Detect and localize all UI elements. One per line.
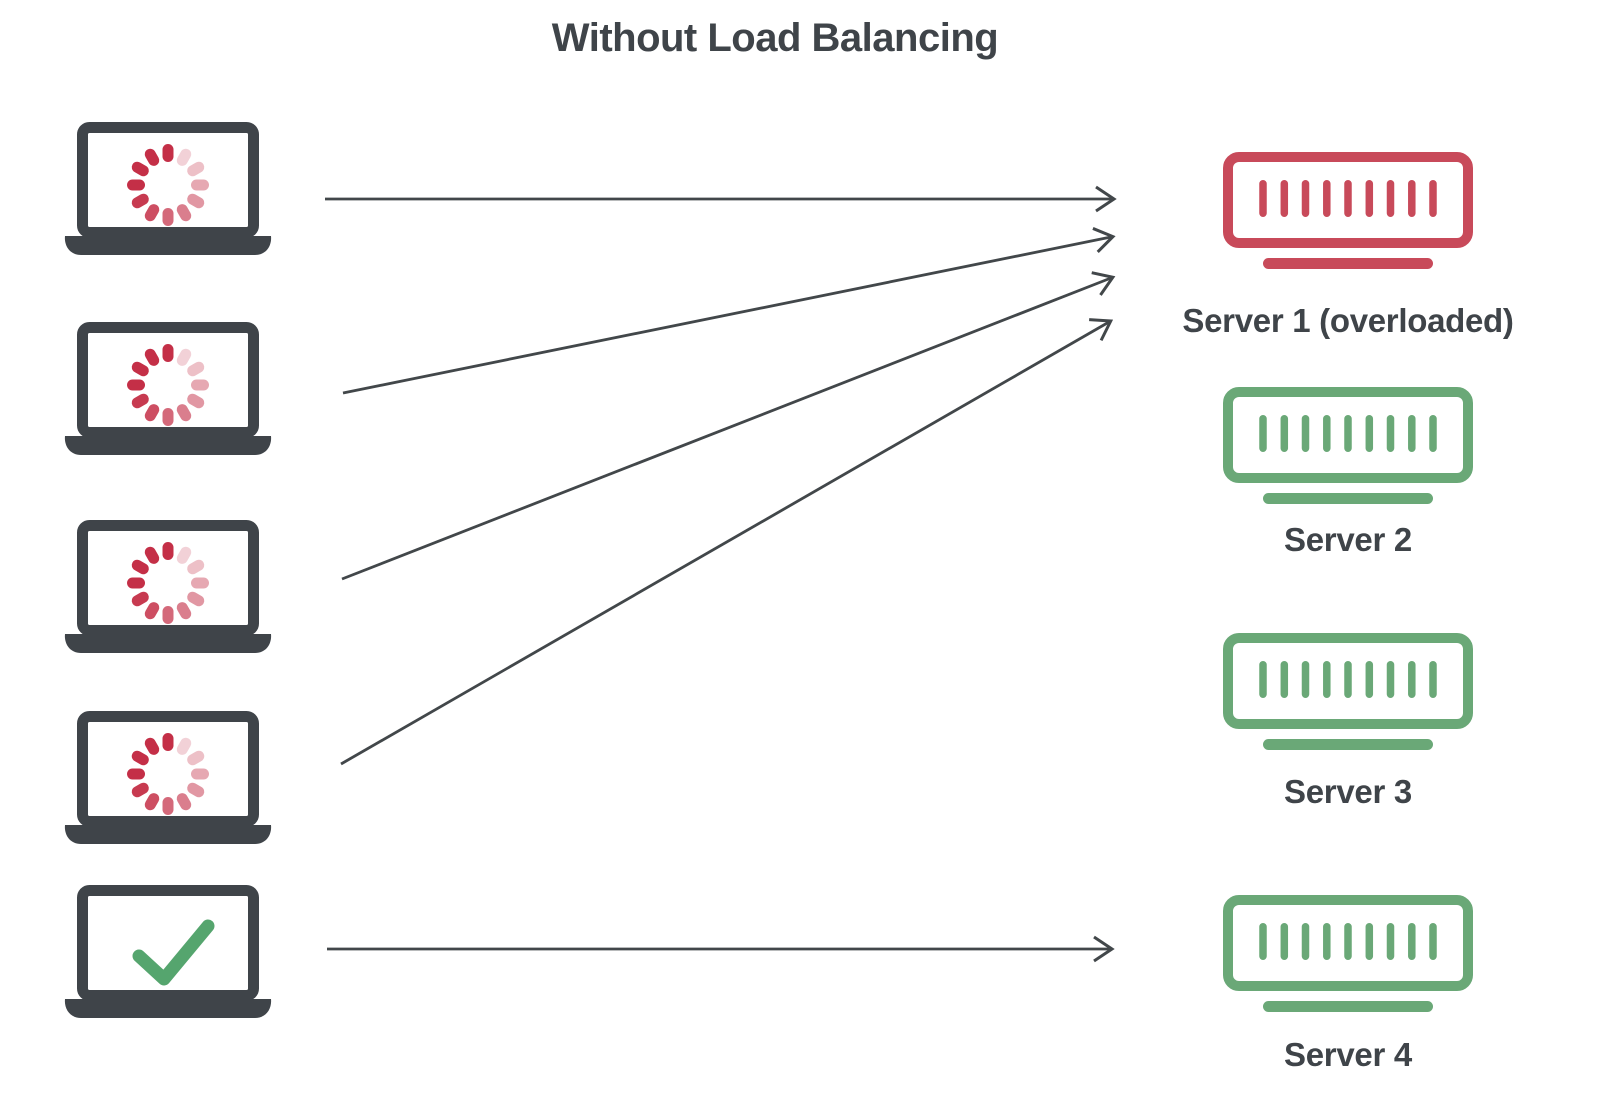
laptop-client-4 — [63, 711, 273, 847]
server-1 — [1223, 152, 1473, 272]
laptop-client-2 — [63, 322, 273, 458]
server-icon — [1228, 157, 1468, 269]
laptop-client-3 — [63, 520, 273, 656]
server-4 — [1223, 895, 1473, 1015]
server-3 — [1223, 633, 1473, 753]
server-3-label: Server 3 — [1284, 773, 1412, 810]
server-icon — [1228, 900, 1468, 1012]
arrow-client4-server1 — [340, 318, 1114, 766]
server-4-label: Server 4 — [1284, 1036, 1412, 1073]
laptop-client-1 — [63, 122, 273, 258]
server-icon — [1228, 638, 1468, 750]
server-2-label: Server 2 — [1284, 521, 1412, 558]
diagram-title: Without Load Balancing — [551, 16, 999, 60]
laptop-client-5 — [63, 885, 273, 1021]
server-2 — [1223, 387, 1473, 507]
arrow-client3-server1 — [341, 271, 1116, 581]
arrow-client2-server1 — [342, 227, 1116, 395]
server-1-label: Server 1 (overloaded) — [1182, 302, 1514, 339]
server-icon — [1228, 392, 1468, 504]
laptop-icon — [65, 891, 271, 1019]
